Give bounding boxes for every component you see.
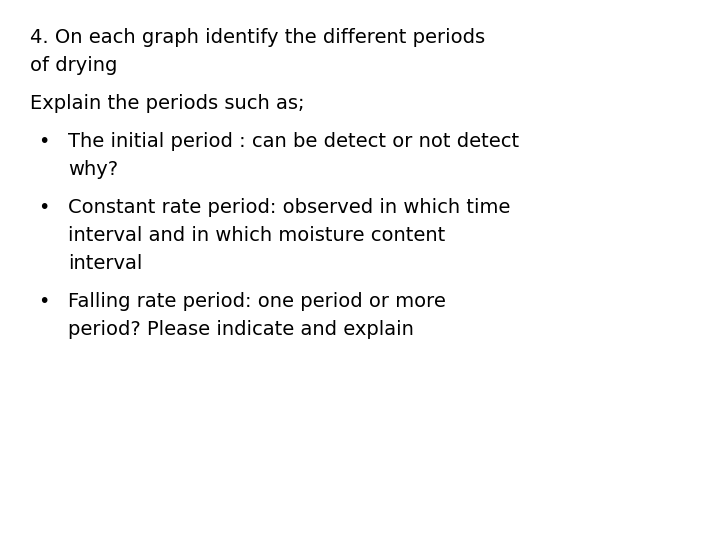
Text: •: • (38, 292, 50, 311)
Text: interval: interval (68, 254, 143, 273)
Text: why?: why? (68, 160, 118, 179)
Text: 4. On each graph identify the different periods: 4. On each graph identify the different … (30, 28, 485, 47)
Text: Explain the periods such as;: Explain the periods such as; (30, 94, 305, 113)
Text: interval and in which moisture content: interval and in which moisture content (68, 226, 445, 245)
Text: The initial period : can be detect or not detect: The initial period : can be detect or no… (68, 132, 519, 151)
Text: •: • (38, 132, 50, 151)
Text: •: • (38, 198, 50, 217)
Text: of drying: of drying (30, 56, 117, 75)
Text: Falling rate period: one period or more: Falling rate period: one period or more (68, 292, 446, 311)
Text: Constant rate period: observed in which time: Constant rate period: observed in which … (68, 198, 510, 217)
Text: period? Please indicate and explain: period? Please indicate and explain (68, 320, 414, 339)
